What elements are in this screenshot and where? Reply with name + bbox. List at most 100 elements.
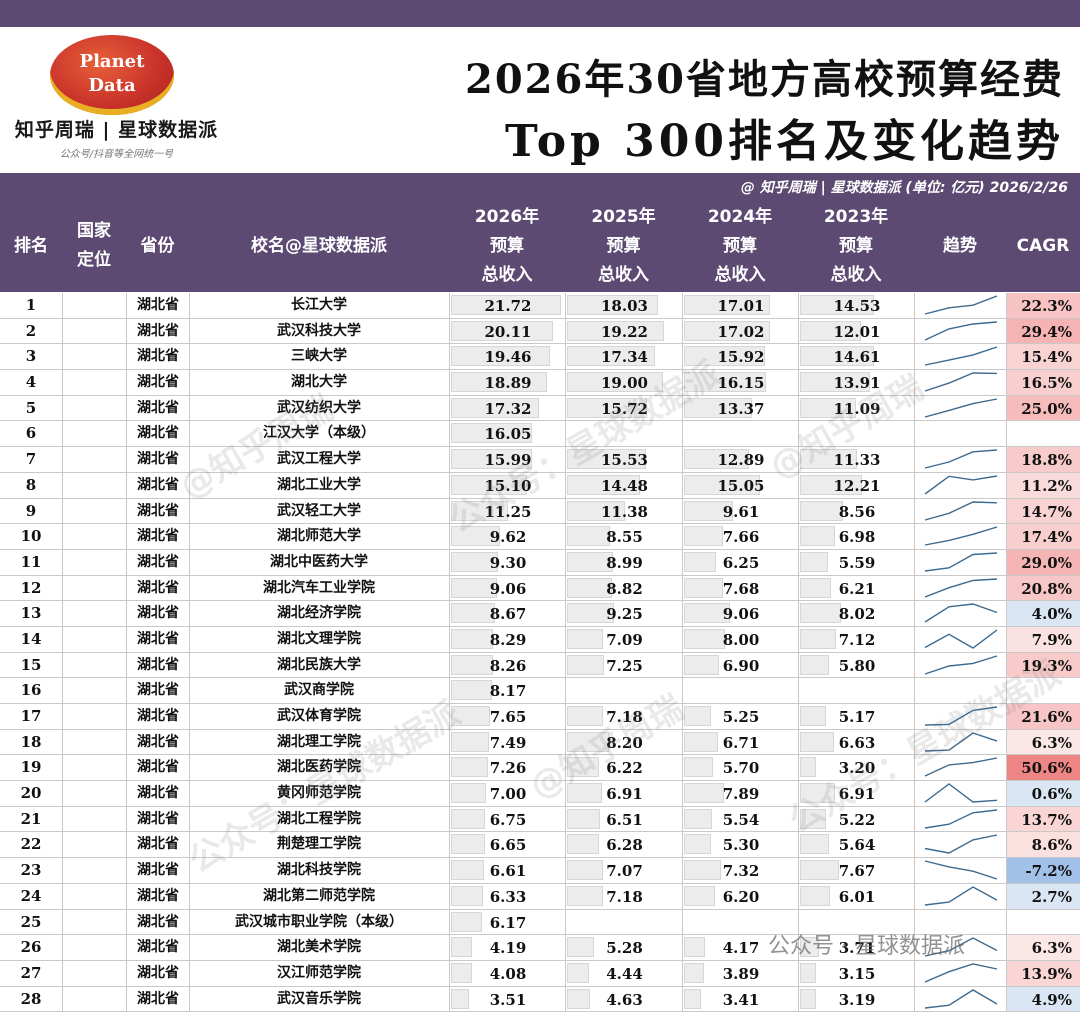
data-bar bbox=[684, 603, 730, 624]
cell-value: 3.20 bbox=[838, 759, 876, 778]
cell-value: 5.17 bbox=[838, 708, 876, 726]
cell-school-name: 湖北汽车工业学院 bbox=[263, 579, 375, 596]
data-bar bbox=[684, 757, 713, 778]
data-bar bbox=[684, 731, 718, 752]
data-bar bbox=[567, 654, 604, 675]
cell-y2024: 5.70 bbox=[682, 755, 799, 781]
cell-y2025: 7.18 bbox=[565, 883, 683, 909]
trend-sparkline bbox=[914, 781, 1007, 806]
cell-value: 7.49 bbox=[489, 733, 527, 752]
trend-sparkline bbox=[914, 344, 1007, 370]
data-bar bbox=[451, 860, 484, 881]
table-row: 16 湖北省 武汉商学院 8.17 bbox=[0, 678, 1080, 704]
cell-value: 6.01 bbox=[838, 887, 876, 906]
trend-sparkline bbox=[914, 755, 1007, 781]
cell-y2023: 12.01 bbox=[798, 318, 915, 344]
sparkline-svg bbox=[924, 449, 998, 469]
cell-cagr: 19.3% bbox=[1006, 652, 1080, 678]
cell-y2025 bbox=[565, 678, 683, 703]
data-bar bbox=[684, 526, 723, 547]
cell-y2025: 7.07 bbox=[565, 858, 683, 883]
brand-name: 知乎周瑞 | 星球数据派 bbox=[14, 119, 219, 141]
col-2024: 2024年 预算 总收入 bbox=[682, 200, 798, 292]
data-bar bbox=[684, 449, 749, 470]
cell-value: 14.61 bbox=[833, 348, 881, 367]
data-bar bbox=[567, 295, 658, 315]
cell-school-name: 湖北美术学院 bbox=[277, 939, 361, 956]
cell-province: 湖北省 bbox=[126, 960, 190, 986]
cell-y2024: 16.15 bbox=[682, 370, 799, 395]
cell-value: 6.21 bbox=[838, 579, 876, 598]
cell-value bbox=[799, 678, 915, 702]
trend-sparkline bbox=[914, 447, 1007, 472]
cell-y2026: 19.46 bbox=[449, 344, 566, 370]
cell-y2024: 6.90 bbox=[682, 652, 799, 678]
cell-value: 18.03 bbox=[601, 297, 648, 315]
col-position-line2: 定位 bbox=[77, 250, 111, 270]
trend-line bbox=[924, 500, 998, 521]
cell-value: 8.26 bbox=[489, 656, 527, 675]
table-row: 17 湖北省 武汉体育学院 7.65 7.18 5.25 5.17 21.6% bbox=[0, 704, 1080, 730]
cell-y2025: 6.51 bbox=[565, 806, 683, 832]
cell-value: 6.98 bbox=[838, 528, 876, 547]
cell-y2023 bbox=[798, 909, 915, 935]
data-bar bbox=[451, 757, 488, 778]
sparkline-svg bbox=[924, 809, 998, 829]
cell-rank: 3 bbox=[25, 347, 37, 366]
cell-value: 11.38 bbox=[601, 502, 648, 521]
data-bar bbox=[800, 372, 870, 393]
cell-value: 7.32 bbox=[722, 862, 760, 881]
data-bar bbox=[567, 885, 603, 906]
col-2023-year: 2023年 bbox=[823, 206, 889, 227]
cell-position bbox=[62, 909, 126, 935]
trend-sparkline bbox=[914, 421, 1007, 447]
cell-y2025: 5.28 bbox=[565, 935, 683, 960]
cell-rank: 26 bbox=[20, 938, 42, 957]
cell-y2023: 14.61 bbox=[798, 344, 915, 370]
cell-y2024: 17.01 bbox=[682, 293, 799, 318]
sparkline-svg bbox=[924, 577, 998, 598]
cell-value: 5.80 bbox=[838, 656, 876, 675]
cell-rank: 14 bbox=[20, 629, 42, 648]
table-row: 11 湖北省 湖北中医药大学 9.30 8.99 6.25 5.59 29.0% bbox=[0, 549, 1080, 576]
data-bar bbox=[800, 397, 856, 418]
trend-line bbox=[924, 475, 998, 495]
cell-province: 湖北省 bbox=[126, 472, 190, 498]
cell-value: 6.28 bbox=[606, 836, 643, 855]
data-bar bbox=[451, 500, 508, 521]
trend-sparkline bbox=[914, 498, 1007, 524]
trend-line bbox=[924, 809, 998, 829]
data-bar bbox=[451, 731, 489, 752]
trend-line bbox=[924, 552, 998, 572]
cell-value: 7.12 bbox=[838, 630, 876, 649]
trend-sparkline bbox=[914, 626, 1007, 652]
cell-y2026: 9.62 bbox=[449, 524, 566, 549]
col-2024-label1: 预算 bbox=[723, 235, 757, 256]
cell-value bbox=[566, 421, 683, 445]
cell-value: 8.99 bbox=[606, 553, 643, 572]
cell-cagr: 11.2% bbox=[1006, 472, 1080, 498]
cell-rank: 15 bbox=[20, 655, 42, 674]
cell-y2025: 19.22 bbox=[565, 318, 683, 344]
cell-value: 12.01 bbox=[833, 322, 881, 341]
data-bar bbox=[451, 577, 497, 598]
cell-y2023: 8.56 bbox=[798, 498, 915, 524]
cell-position bbox=[62, 729, 126, 755]
sparkline-svg bbox=[924, 475, 998, 495]
trend-sparkline bbox=[914, 832, 1007, 858]
cell-y2024: 3.89 bbox=[682, 960, 799, 986]
trend-line bbox=[924, 526, 998, 546]
data-bar bbox=[451, 474, 527, 495]
cell-school-name: 湖北民族大学 bbox=[277, 656, 361, 673]
cell-position bbox=[62, 524, 126, 549]
cell-y2025: 18.03 bbox=[565, 293, 683, 318]
cell-y2023: 5.64 bbox=[798, 832, 915, 858]
col-2023-label1: 预算 bbox=[839, 235, 873, 256]
data-bar bbox=[684, 808, 712, 829]
cell-rank: 21 bbox=[20, 809, 42, 828]
cell-province: 湖北省 bbox=[126, 909, 190, 935]
cell-province: 湖北省 bbox=[126, 498, 190, 524]
cell-y2026: 17.32 bbox=[449, 395, 566, 421]
cell-y2025: 4.63 bbox=[565, 986, 683, 1012]
cell-y2026: 6.33 bbox=[449, 883, 566, 909]
